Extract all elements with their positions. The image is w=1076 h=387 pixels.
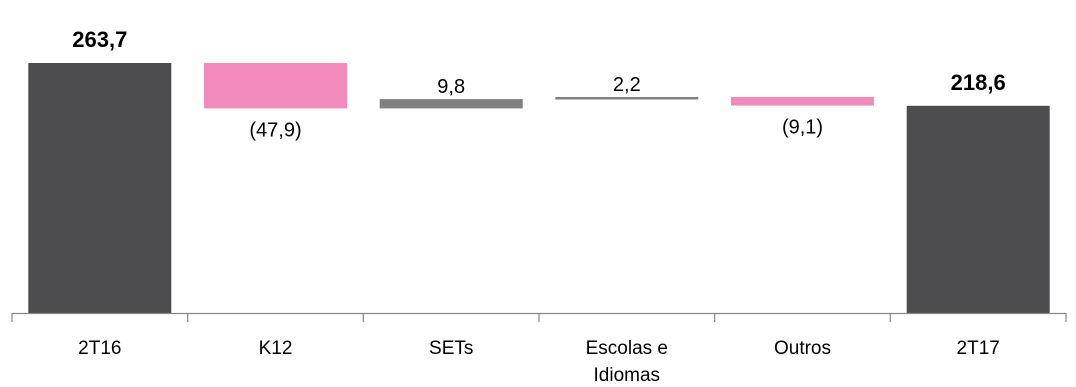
data-label-5: (9,1) [782, 117, 823, 139]
x-axis [11, 312, 1067, 322]
data-label-2: (47,9) [249, 119, 301, 141]
data-label-1: 263,7 [72, 27, 127, 52]
data-labels-group: 263,7 (47,9) 9,8 2,2 (9,1) 218,6 [72, 27, 1005, 141]
tick-label-3: SETs [429, 338, 473, 359]
data-label-6: 218,6 [951, 70, 1006, 95]
tick-label-6: 2T17 [957, 338, 1000, 359]
bars-group [28, 63, 1050, 313]
bar-2 [204, 63, 347, 109]
bar-4 [555, 97, 699, 100]
bar-6 [906, 105, 1050, 313]
tick-labels-group: 2T16 K12 SETs Escolas e Idiomas Outros 2T17 [78, 338, 1000, 386]
bar-5 [731, 97, 874, 106]
tick-label-2: K12 [259, 338, 293, 359]
tick-label-4: Escolas e Idiomas [586, 338, 668, 386]
tick-label-5: Outros [774, 338, 831, 359]
bar-3 [379, 99, 523, 109]
data-label-4: 2,2 [613, 74, 641, 96]
bar-1 [28, 63, 172, 313]
data-label-3: 9,8 [437, 76, 465, 98]
tick-label-1: 2T16 [78, 338, 121, 359]
